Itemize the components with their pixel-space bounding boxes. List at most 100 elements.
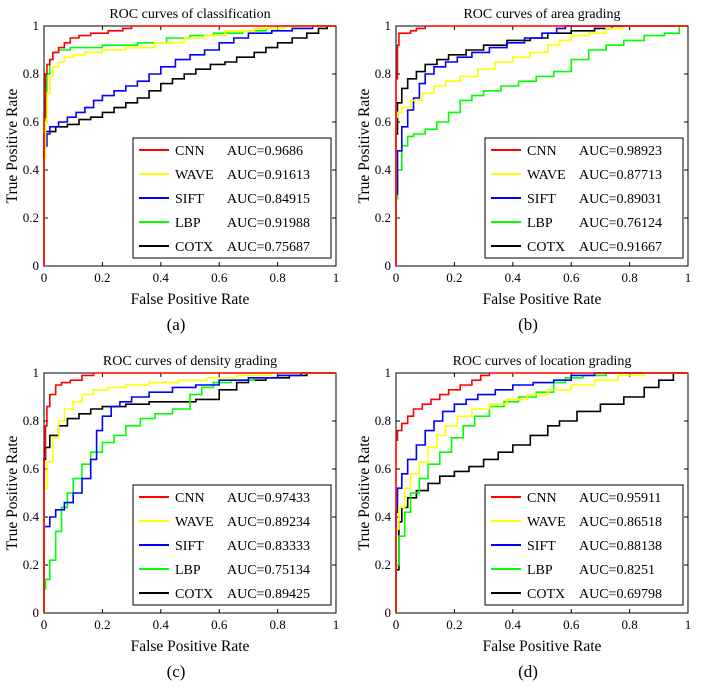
- x-tick-label: 0.6: [563, 617, 580, 632]
- x-tick-label: 0: [41, 270, 48, 285]
- roc-curve-sift: [43, 25, 336, 266]
- legend-auc-value: AUC=0.75134: [227, 563, 310, 578]
- subplot-caption-a: (a): [166, 315, 186, 334]
- subplot-d: ROC curves of location grading False Posi…: [352, 347, 704, 695]
- y-tick-label: 0.4: [23, 509, 40, 524]
- x-tick-label: 0.8: [621, 617, 637, 632]
- legend-series-name: SIFT: [175, 539, 204, 554]
- roc-curve-wave: [395, 25, 688, 266]
- y-tick-label: 0.8: [375, 413, 391, 428]
- legend-auc-value: AUC=0.88138: [579, 539, 662, 554]
- roc-chart: ROC curves of density grading False Posit…: [4, 354, 340, 655]
- legend-auc-value: AUC=0.91988: [227, 216, 310, 231]
- legend-auc-value: AUC=0.89031: [579, 192, 662, 207]
- roc-chart: ROC curves of location grading False Posi…: [356, 354, 691, 655]
- roc-curve-cotx: [43, 25, 336, 266]
- subplot-caption-d: (d): [518, 662, 538, 681]
- chart-title: ROC curves of classification: [109, 7, 270, 22]
- roc-curve-wave: [43, 372, 336, 613]
- y-tick-label: 0: [385, 258, 392, 273]
- y-tick-label: 0.6: [375, 461, 392, 476]
- y-axis-label: True Positive Rate: [358, 435, 373, 550]
- x-tick-label: 0: [41, 617, 48, 632]
- roc-chart: ROC curves of area grading False Positive…: [356, 7, 692, 308]
- roc-curve-sift: [395, 372, 688, 613]
- y-tick-label: 0: [385, 605, 392, 620]
- x-tick-label: 0.8: [269, 270, 285, 285]
- y-tick-label: 0.8: [23, 413, 39, 428]
- y-tick-label: 1: [33, 18, 40, 33]
- x-axis-label: False Positive Rate: [131, 291, 250, 308]
- y-tick-label: 1: [33, 365, 40, 380]
- x-tick-label: 0.2: [446, 270, 462, 285]
- legend-auc-value: AUC=0.8251: [579, 563, 655, 578]
- y-tick-label: 0.8: [375, 66, 391, 81]
- y-tick-label: 0.2: [375, 557, 391, 572]
- x-tick-label: 0.6: [211, 270, 228, 285]
- legend-auc-value: AUC=0.95911: [579, 491, 661, 506]
- roc-curve-sift: [395, 25, 688, 266]
- chart-classification: ROC curves of classification False Positi…: [4, 4, 346, 312]
- legend-series-name: COTX: [527, 587, 565, 602]
- chart-density-grading: ROC curves of density grading False Posit…: [4, 351, 346, 659]
- legend-series-name: SIFT: [175, 192, 204, 207]
- legend-series-name: CNN: [527, 491, 557, 506]
- legend-series-name: WAVE: [175, 168, 214, 183]
- x-tick-label: 0: [393, 617, 400, 632]
- legend-series-name: CNN: [175, 491, 205, 506]
- legend-series-name: CNN: [175, 144, 205, 159]
- y-tick-label: 0.8: [23, 66, 39, 81]
- legend-auc-value: AUC=0.87713: [579, 168, 662, 183]
- roc-curve-cotx: [395, 372, 688, 613]
- x-axis-label: False Positive Rate: [483, 638, 602, 655]
- x-tick-label: 0.4: [153, 617, 170, 632]
- chart-location-grading: ROC curves of location grading False Posi…: [356, 351, 698, 659]
- x-tick-label: 0.2: [94, 617, 110, 632]
- legend-series-name: COTX: [175, 240, 213, 255]
- roc-curve-cnn: [395, 372, 688, 613]
- legend-auc-value: AUC=0.97433: [227, 491, 310, 506]
- subplot-b: ROC curves of area grading False Positive…: [352, 0, 704, 347]
- legend-auc-value: AUC=0.89234: [227, 515, 310, 530]
- y-tick-label: 0.2: [375, 210, 391, 225]
- roc-curve-lbp: [395, 25, 688, 266]
- legend-auc-value: AUC=0.9686: [227, 144, 303, 159]
- roc-chart: ROC curves of classification False Positi…: [4, 7, 340, 308]
- x-axis-label: False Positive Rate: [131, 638, 250, 655]
- legend-series-name: WAVE: [527, 515, 566, 530]
- legend-series-name: SIFT: [527, 192, 556, 207]
- y-tick-label: 0.6: [23, 114, 40, 129]
- legend-auc-value: AUC=0.89425: [227, 587, 310, 602]
- legend-auc-value: AUC=0.86518: [579, 515, 662, 530]
- roc-curve-cnn: [395, 25, 688, 266]
- x-tick-label: 0.4: [505, 617, 522, 632]
- x-tick-label: 1: [333, 617, 340, 632]
- y-tick-label: 0.2: [23, 557, 39, 572]
- chart-title: ROC curves of location grading: [453, 354, 632, 369]
- y-axis-label: True Positive Rate: [6, 88, 21, 203]
- roc-curve-cnn: [43, 25, 336, 266]
- legend-series-name: COTX: [175, 587, 213, 602]
- legend-series-name: LBP: [175, 216, 201, 231]
- legend-auc-value: AUC=0.76124: [579, 216, 662, 231]
- roc-curve-cotx: [43, 372, 336, 613]
- subplot-a: ROC curves of classification False Positi…: [0, 0, 352, 347]
- x-tick-label: 1: [333, 270, 340, 285]
- x-tick-label: 0: [393, 270, 400, 285]
- x-tick-label: 0.4: [505, 270, 522, 285]
- legend-auc-value: AUC=0.91613: [227, 168, 310, 183]
- x-tick-label: 1: [685, 270, 692, 285]
- roc-curve-sift: [43, 372, 336, 613]
- legend-auc-value: AUC=0.98923: [579, 144, 662, 159]
- chart-title: ROC curves of area grading: [463, 7, 620, 22]
- y-tick-label: 1: [385, 365, 392, 380]
- y-tick-label: 0.6: [375, 114, 392, 129]
- x-tick-label: 0.2: [446, 617, 462, 632]
- y-tick-label: 0: [33, 605, 40, 620]
- legend-auc-value: AUC=0.69798: [579, 587, 662, 602]
- legend-auc-value: AUC=0.75687: [227, 240, 310, 255]
- roc-curve-wave: [395, 372, 688, 613]
- chart-area-grading: ROC curves of area grading False Positive…: [356, 4, 698, 312]
- y-tick-label: 0.4: [23, 162, 40, 177]
- roc-curve-cotx: [395, 25, 688, 266]
